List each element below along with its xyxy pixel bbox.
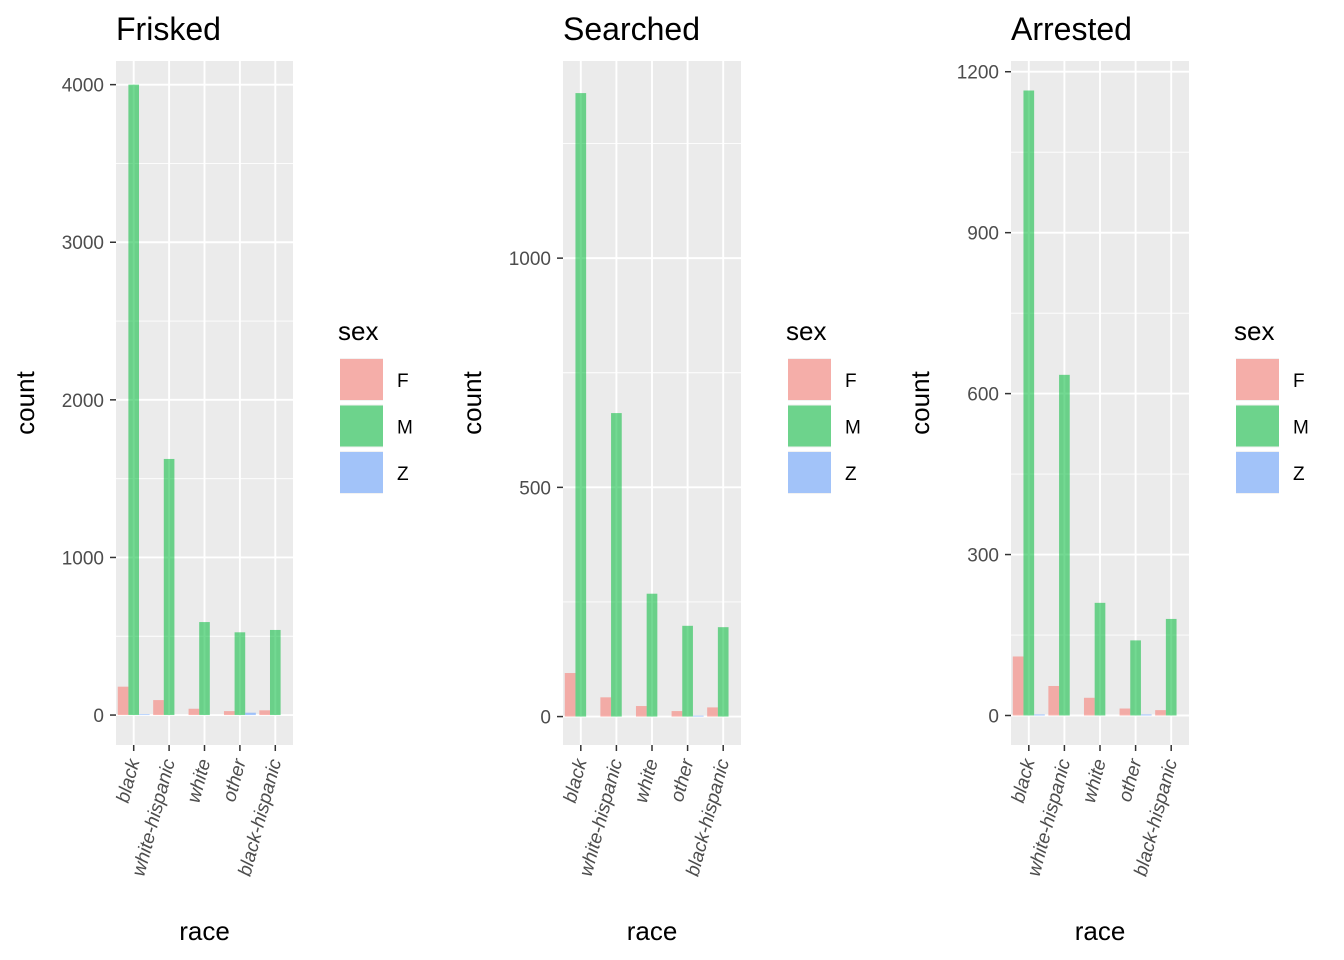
legend: sex F M Z: [1234, 316, 1309, 494]
legend-label-m: M: [1293, 418, 1309, 439]
bar-f-white-hispanic: [600, 697, 612, 717]
bar-f-other: [223, 711, 235, 716]
chart-title: Searched: [563, 11, 700, 47]
legend-swatch-f: [340, 359, 383, 400]
legend-label-m: M: [845, 418, 861, 439]
y-tick-label: 4000: [62, 76, 104, 97]
legend-swatch-m: [340, 405, 383, 447]
bar-f-white: [1083, 697, 1095, 716]
legend-swatch-z: [1236, 452, 1279, 493]
bar-z-other: [692, 715, 704, 717]
legend: sex F M Z: [786, 316, 861, 494]
bar-f-other: [671, 711, 683, 717]
legend-swatch-z: [788, 452, 831, 493]
x-tick-label: white: [1079, 757, 1111, 805]
bar-f-white: [635, 706, 647, 717]
legend-label-z: Z: [845, 464, 857, 485]
legend-label-m: M: [397, 418, 413, 439]
y-tick-label: 0: [540, 708, 551, 729]
bar-f-white: [188, 708, 200, 716]
y-axis-title: count: [10, 370, 40, 434]
bar-f-black-hispanic: [707, 707, 718, 717]
legend-title: sex: [1234, 316, 1274, 346]
bar-m-white-hispanic: [611, 413, 622, 717]
bar-f-black: [117, 686, 129, 716]
bar-m-black: [575, 93, 587, 717]
bar-m-black-hispanic: [269, 629, 281, 716]
legend-label-f: F: [397, 371, 409, 392]
legend-label-f: F: [845, 371, 857, 392]
y-tick-label: 900: [967, 224, 999, 245]
x-tick-label: white: [631, 757, 663, 805]
y-tick-label: 1000: [509, 249, 551, 270]
x-axis-title: race: [179, 916, 230, 946]
bar-m-white-hispanic: [163, 458, 175, 716]
bar-f-white-hispanic: [153, 700, 164, 716]
y-tick-label: 0: [93, 706, 104, 727]
bar-m-black-hispanic: [717, 627, 729, 717]
bar-m-other: [1130, 640, 1141, 716]
chart-title: Frisked: [116, 11, 221, 47]
y-tick-label: 1200: [957, 63, 999, 84]
x-axis-title: race: [627, 916, 678, 946]
legend-title: sex: [338, 316, 378, 346]
bar-m-white: [646, 593, 658, 717]
bar-m-black-hispanic: [1165, 618, 1177, 716]
legend-title: sex: [786, 316, 826, 346]
bar-z-other: [1140, 714, 1152, 716]
y-tick-label: 3000: [62, 233, 104, 254]
legend-swatch-z: [340, 452, 383, 493]
bar-f-black: [564, 673, 576, 717]
bar-f-black-hispanic: [259, 710, 270, 716]
bar-z-other: [245, 712, 256, 716]
legend: sex F M Z: [338, 316, 413, 494]
bar-z-black: [1034, 714, 1045, 716]
y-axis-title: count: [905, 370, 935, 434]
x-tick-label: black: [560, 755, 592, 805]
bar-f-black-hispanic: [1155, 710, 1166, 716]
x-axis-title: race: [1075, 916, 1126, 946]
bar-m-white: [199, 622, 210, 716]
y-tick-label: 2000: [62, 391, 104, 412]
bar-m-white-hispanic: [1059, 374, 1070, 716]
bar-z-black: [139, 714, 150, 716]
legend-swatch-f: [1236, 359, 1279, 400]
x-tick-label: black: [1008, 755, 1040, 805]
bar-f-white-hispanic: [1048, 685, 1060, 716]
y-tick-label: 0: [988, 706, 999, 727]
x-tick-label: other: [667, 756, 699, 804]
bar-f-black: [1012, 656, 1024, 716]
x-tick-label: black: [113, 755, 145, 805]
y-tick-label: 300: [967, 546, 999, 567]
legend-swatch-f: [788, 359, 831, 400]
bar-m-white: [1094, 602, 1106, 716]
bar-f-other: [1119, 708, 1131, 716]
legend-label-z: Z: [1293, 464, 1305, 485]
x-tick-label: other: [1115, 756, 1147, 804]
y-axis-title: count: [457, 370, 487, 434]
chart-title: Arrested: [1011, 11, 1132, 47]
bar-m-other: [234, 632, 246, 716]
y-tick-label: 1000: [62, 548, 104, 569]
legend-label-z: Z: [397, 464, 409, 485]
x-tick-label: other: [219, 756, 251, 804]
x-tick-label: white: [184, 757, 216, 805]
legend-label-f: F: [1293, 371, 1305, 392]
bar-m-black: [128, 84, 140, 716]
y-tick-label: 500: [519, 478, 551, 499]
bar-m-black: [1023, 90, 1035, 716]
legend-swatch-m: [1236, 405, 1279, 447]
legend-swatch-m: [788, 405, 831, 447]
bar-m-other: [682, 625, 693, 717]
y-tick-label: 600: [967, 385, 999, 406]
